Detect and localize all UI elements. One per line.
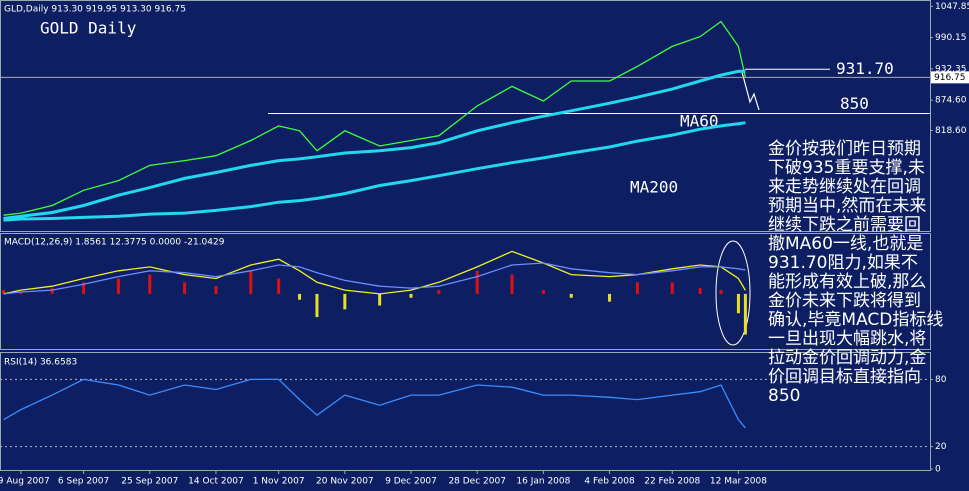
- y-tick-label: 932.35: [935, 64, 967, 74]
- annotation: 金价按我们昨日预期 下破935重要支撑,未 来走势继续处在回调 预期当中,然而在未来继…: [768, 140, 968, 406]
- histogram-bar: [541, 290, 545, 294]
- x-tick-label: 1 Nov 2007: [253, 477, 305, 487]
- series-label: MA200: [630, 178, 678, 197]
- arrow: [741, 71, 760, 111]
- rsi-panel: [0, 352, 931, 471]
- annotation-line: 850: [768, 386, 801, 406]
- current-price-label: 916.75: [934, 73, 966, 83]
- histogram-bar: [670, 282, 674, 294]
- annotation-line: 拉动金价回调动力,金: [768, 348, 927, 368]
- histogram-bar: [719, 290, 723, 294]
- series-line: [3, 250, 746, 295]
- annotation-line: 继续下跌之前需要回: [768, 215, 921, 235]
- series-line: [3, 121, 746, 222]
- chart-title: GOLD Daily: [40, 19, 137, 38]
- x-tick-label: 9 Dec 2007: [385, 477, 437, 487]
- histogram-bar: [635, 282, 639, 294]
- series-line: [3, 20, 747, 216]
- series-line: [3, 69, 746, 220]
- x-tick-label: 20 Nov 2007: [316, 477, 374, 487]
- histogram-bar: [298, 293, 302, 300]
- current-price-box: [931, 71, 969, 84]
- histogram-bar: [475, 270, 479, 294]
- y-tick-label: 1047.85: [935, 2, 969, 12]
- histogram-bar: [736, 293, 740, 314]
- x-tick-label: 16 Jan 2008: [516, 477, 570, 487]
- annotation-line: 能形成有效上破,那么: [768, 272, 927, 292]
- annotation-line: 确认,毕竟MACD指标线: [768, 310, 944, 330]
- histogram-bar: [249, 270, 253, 294]
- histogram-bar: [315, 293, 319, 318]
- x-tick-label: 25 Sep 2007: [121, 477, 178, 487]
- annotation-line: 一旦出现大幅跳水,将: [768, 329, 927, 349]
- histogram-bar: [277, 278, 281, 294]
- histogram-bar: [409, 293, 413, 298]
- annotation-line: 下破935重要支撑,未: [768, 158, 925, 178]
- annotation-line: 金价未来下跌将得到: [768, 291, 921, 311]
- level-label: 931.70: [836, 59, 894, 78]
- highlight-ellipse: [715, 240, 751, 346]
- level-label: 850: [840, 94, 869, 113]
- histogram-bar: [183, 282, 187, 294]
- histogram-bar: [343, 293, 347, 310]
- y-tick-label: 80: [935, 375, 947, 385]
- y-tick-label: 0: [935, 465, 941, 475]
- y-tick-label: 818.60: [935, 126, 967, 136]
- y-tick-label: 874.60: [935, 96, 967, 106]
- x-tick-label: 12 Mar 2008: [710, 477, 767, 487]
- macd-title: MACD(12,26,9) 1.8561 12.3775 0.0000 -21.…: [4, 238, 225, 248]
- histogram-bar: [116, 278, 120, 294]
- y-tick-label: 990.15: [935, 33, 967, 43]
- histogram-bar: [437, 290, 441, 294]
- histogram-bar: [378, 293, 382, 306]
- histogram-bar: [82, 282, 86, 294]
- x-tick-label: 19 Aug 2007: [0, 477, 50, 487]
- x-tick-label: 22 Feb 2008: [644, 477, 700, 487]
- annotation-line: 931.70阻力,如果不: [768, 253, 918, 273]
- annotation-line: 金价按我们昨日预期: [768, 139, 921, 159]
- annotation-line: 价回调目标直接指向: [768, 367, 921, 387]
- price-panel: [0, 0, 931, 232]
- annotation-line: 预期当中,然而在未来: [768, 196, 927, 216]
- annotation-line: 来走势继续处在回调: [768, 177, 921, 197]
- histogram-bar: [743, 293, 747, 335]
- histogram-bar: [569, 293, 573, 298]
- x-tick-label: 14 Oct 2007: [188, 477, 244, 487]
- histogram-bar: [510, 274, 514, 294]
- annotation-line: 撤MA60一线,也就是: [768, 234, 924, 254]
- histogram-bar: [698, 288, 702, 294]
- x-tick-label: 6 Sep 2007: [58, 477, 109, 487]
- histogram-bar: [608, 293, 612, 302]
- series-line: [3, 378, 746, 429]
- series-line: [3, 262, 746, 295]
- histogram-bar: [1, 290, 5, 294]
- x-tick-label: 28 Dec 2007: [448, 477, 506, 487]
- histogram-bar: [50, 288, 54, 294]
- series-label: MA60: [680, 112, 719, 131]
- subtitle: GLD,Daily 913.30 919.95 913.30 916.75: [4, 5, 186, 15]
- x-tick-label: 4 Feb 2008: [584, 477, 635, 487]
- y-tick-label: 20: [935, 442, 947, 452]
- macd-panel: [0, 233, 931, 350]
- histogram-bar: [148, 274, 152, 294]
- histogram-bar: [214, 286, 218, 294]
- histogram-bar: [19, 292, 23, 294]
- rsi-title: RSI(14) 36.6583: [4, 358, 77, 368]
